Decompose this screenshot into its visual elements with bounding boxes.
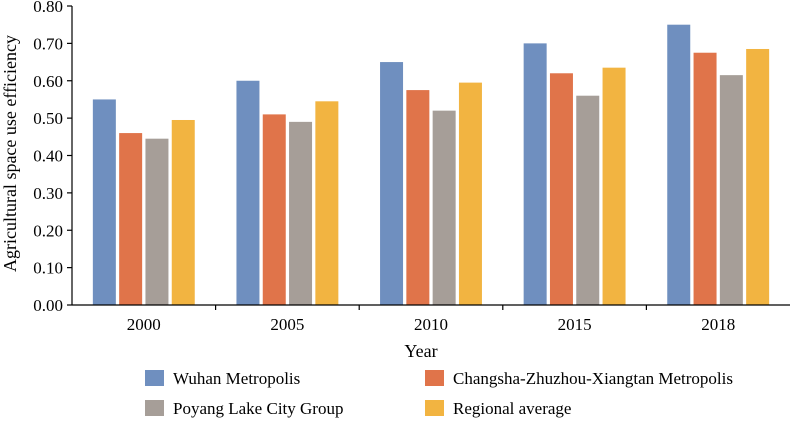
bar-2015-series-3 <box>602 67 626 305</box>
bar-2000-series-3 <box>171 119 195 306</box>
bar-2005-series-2 <box>289 121 313 305</box>
legend-label-2: Poyang Lake City Group <box>173 399 343 418</box>
bar-2010-series-1 <box>406 90 430 305</box>
bar-2005-series-1 <box>262 114 286 305</box>
bar-2000-series-2 <box>145 138 169 305</box>
legend-swatch-1 <box>425 370 444 386</box>
bar-2018-series-2 <box>719 75 743 305</box>
legend-label-3: Regional average <box>453 399 571 418</box>
bar-2018-series-3 <box>746 48 770 305</box>
bar-2018-series-0 <box>667 24 691 305</box>
bar-2015-series-2 <box>576 95 600 305</box>
y-tick-label: 0.60 <box>33 72 63 91</box>
bar-2005-series-3 <box>315 101 339 306</box>
bar-2010-series-0 <box>380 62 404 305</box>
y-tick-label: 0.80 <box>33 0 63 16</box>
bar-2000-series-1 <box>119 133 143 305</box>
bar-2005-series-0 <box>236 80 260 305</box>
y-tick-label: 0.50 <box>33 109 63 128</box>
bar-2010-series-3 <box>458 82 482 306</box>
y-tick-label: 0.00 <box>33 296 63 315</box>
legend-swatch-0 <box>145 370 164 386</box>
legend-label-0: Wuhan Metropolis <box>173 369 300 388</box>
y-ticks-group: 0.00 0.10 0.20 0.30 0.40 0.50 0.60 0.70 0.80 <box>33 0 72 315</box>
bar-2015-series-1 <box>549 73 573 306</box>
x-tick-label: 2015 <box>558 315 592 334</box>
legend-swatch-2 <box>145 400 164 416</box>
bar-2000-series-0 <box>92 99 116 305</box>
legend-swatch-3 <box>425 400 444 416</box>
x-tick-label: 2005 <box>270 315 304 334</box>
legend-label-1: Changsha-Zhuzhou-Xiangtan Metropolis <box>453 369 733 388</box>
bar-2018-series-1 <box>693 52 717 305</box>
y-tick-label: 0.30 <box>33 184 63 203</box>
x-tick-label: 2000 <box>127 315 161 334</box>
x-axis-title: Year <box>404 341 437 361</box>
y-tick-label: 0.10 <box>33 259 63 278</box>
y-tick-label: 0.20 <box>33 221 63 240</box>
x-ticks-group: 2000 2005 2010 2015 2018 <box>127 305 735 334</box>
y-tick-label: 0.40 <box>33 147 63 166</box>
x-tick-label: 2018 <box>701 315 735 334</box>
x-tick-label: 2010 <box>414 315 448 334</box>
legend: Wuhan Metropolis Changsha-Zhuzhou-Xiangta… <box>145 369 733 418</box>
y-axis-title: Agricultural space use efficiency <box>0 35 20 272</box>
bars-group <box>92 24 770 306</box>
bar-2015-series-0 <box>523 43 547 305</box>
bar-2010-series-2 <box>432 110 456 306</box>
y-tick-label: 0.70 <box>33 34 63 53</box>
